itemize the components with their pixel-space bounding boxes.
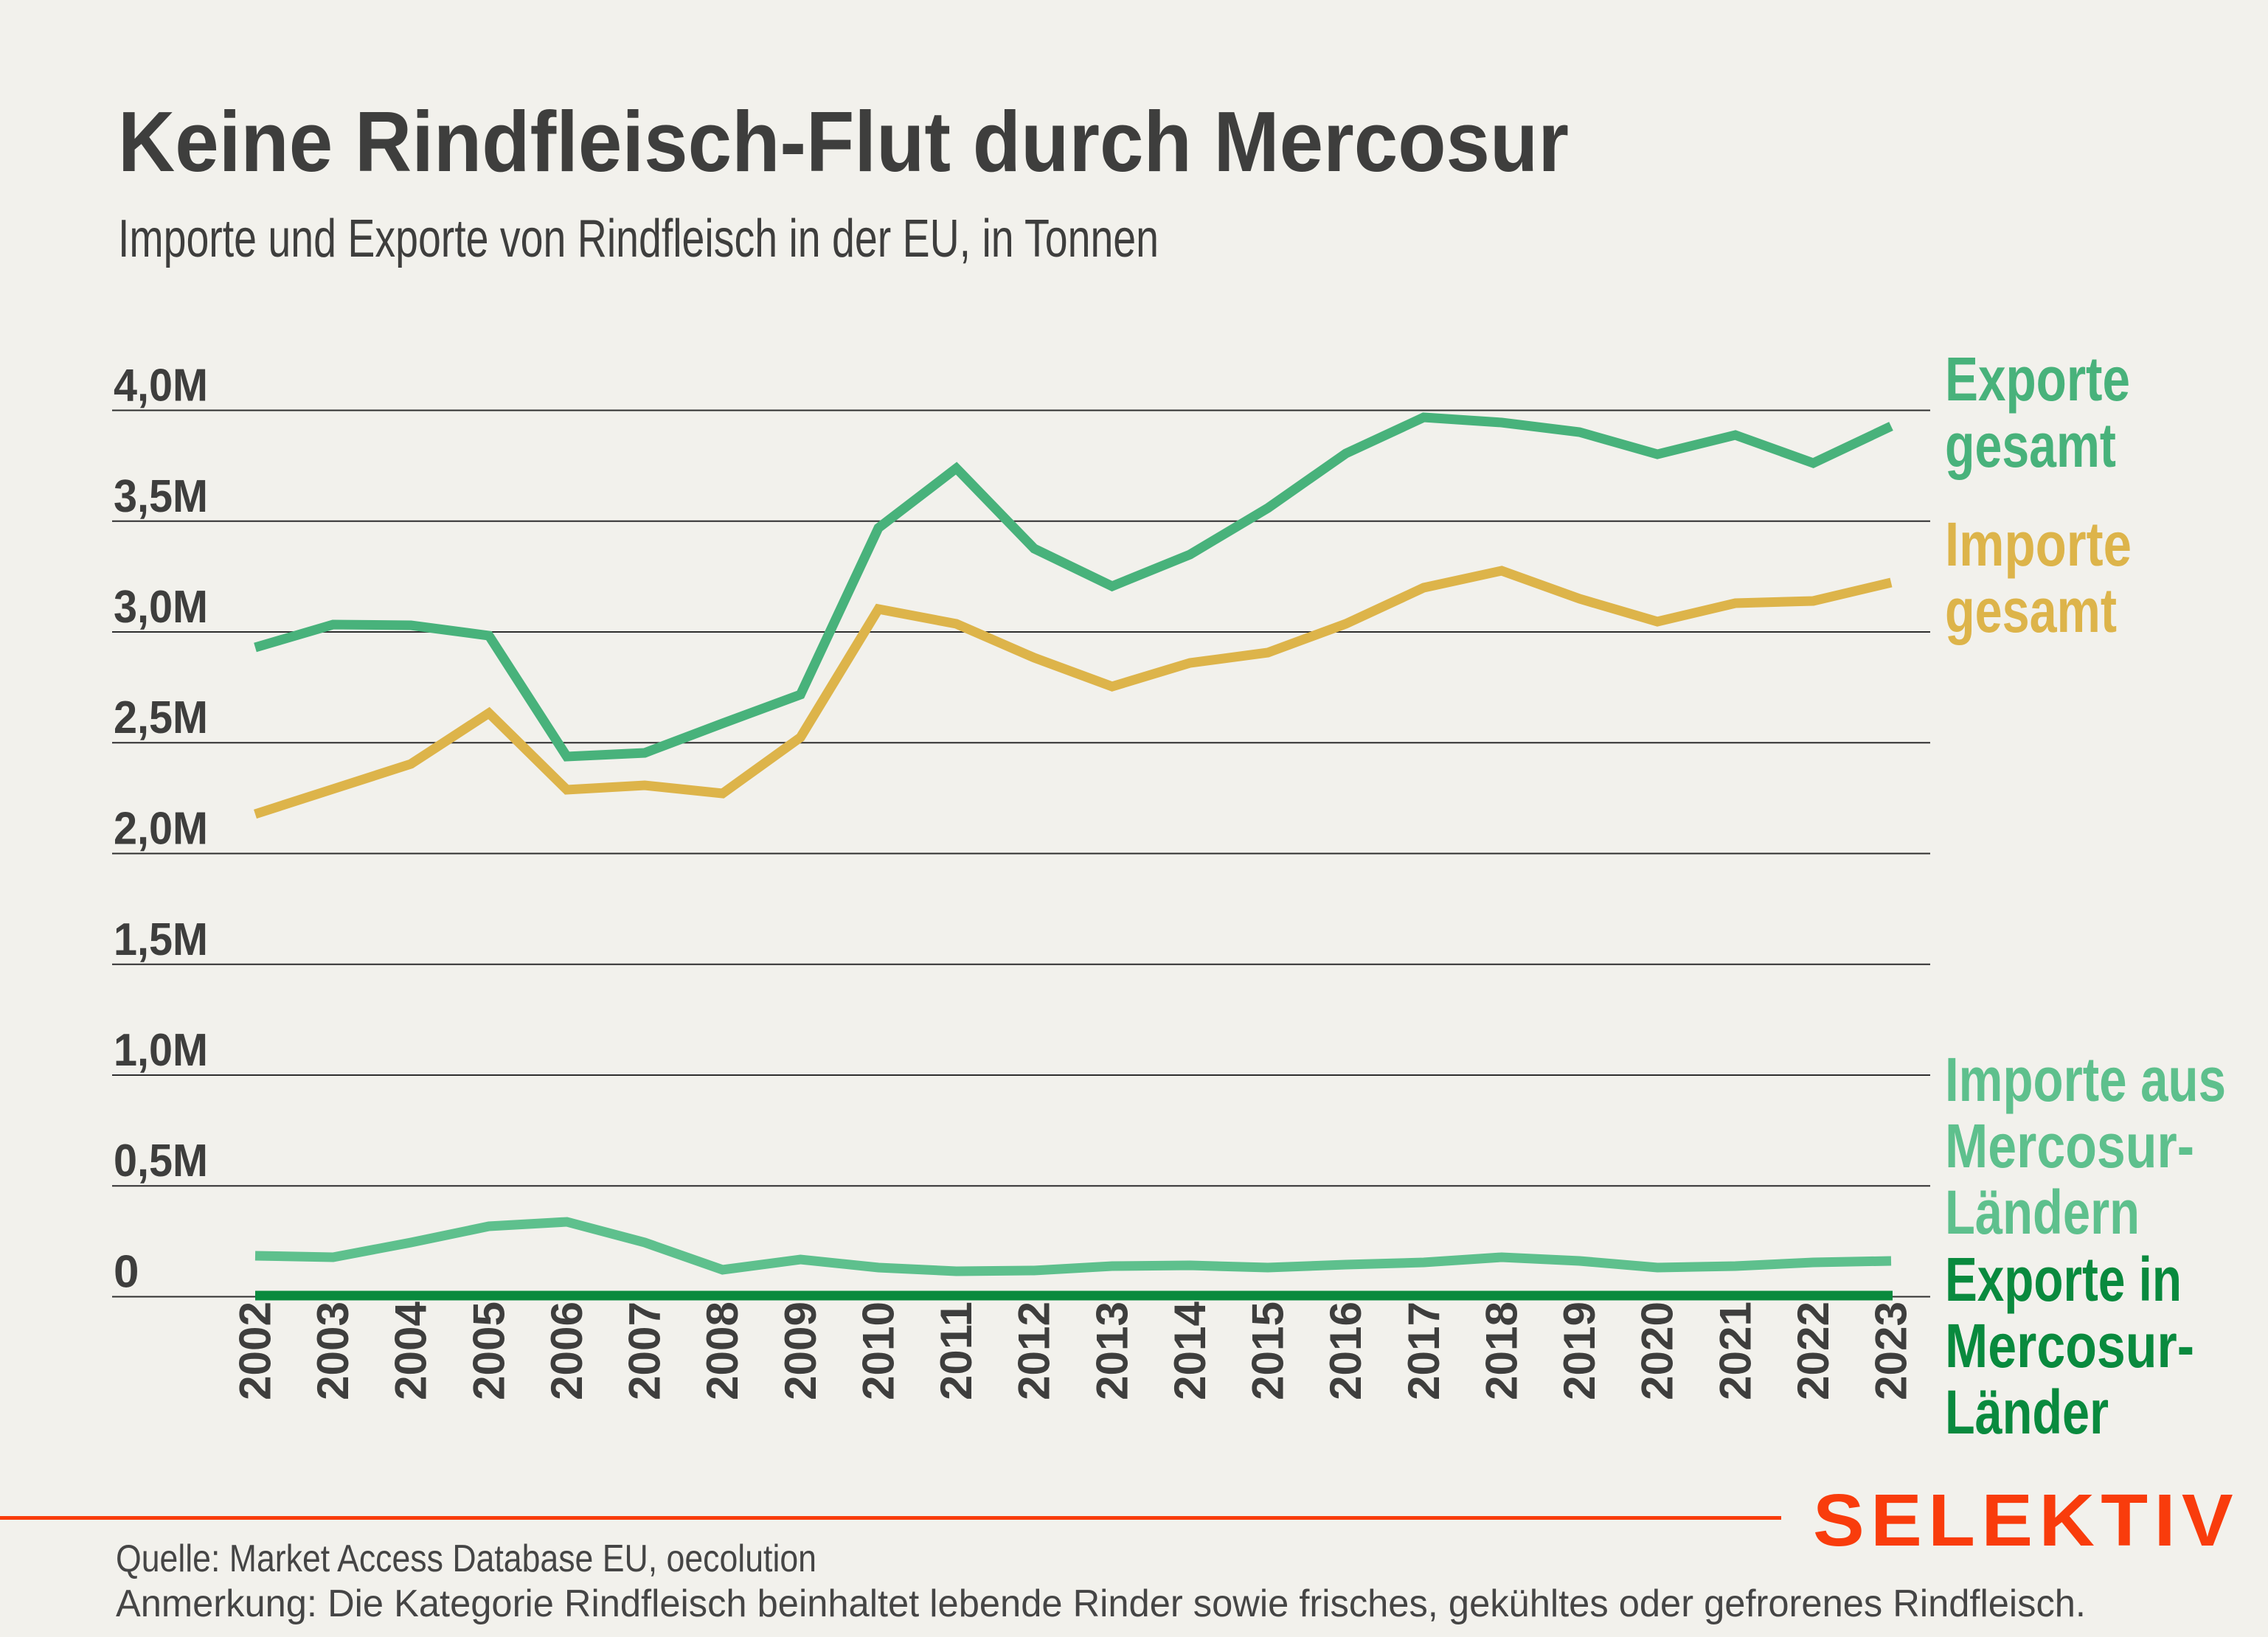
svg-text:2014: 2014 xyxy=(1165,1301,1215,1400)
svg-text:SELEKTIV: SELEKTIV xyxy=(1813,1479,2239,1562)
svg-text:gesamt: gesamt xyxy=(1945,576,2117,645)
svg-text:1,5M: 1,5M xyxy=(114,914,208,965)
svg-text:2013: 2013 xyxy=(1087,1301,1137,1400)
svg-text:Importe und Exporte von Rindfl: Importe und Exporte von Rindfleisch in d… xyxy=(118,209,1159,268)
svg-text:Exporte in: Exporte in xyxy=(1945,1245,2182,1314)
svg-text:Importe: Importe xyxy=(1945,510,2132,579)
svg-text:Länder: Länder xyxy=(1945,1377,2109,1447)
svg-text:2018: 2018 xyxy=(1477,1301,1526,1400)
svg-text:Quelle: Market Access Database: Quelle: Market Access Database EU, oecol… xyxy=(116,1537,816,1580)
svg-text:2002: 2002 xyxy=(231,1301,280,1400)
svg-text:Mercosur-: Mercosur- xyxy=(1945,1111,2194,1181)
svg-text:2023: 2023 xyxy=(1867,1301,1916,1400)
svg-text:1,0M: 1,0M xyxy=(114,1025,208,1076)
svg-text:Exporte: Exporte xyxy=(1945,344,2130,414)
svg-text:2017: 2017 xyxy=(1399,1301,1449,1400)
svg-text:2020: 2020 xyxy=(1633,1301,1682,1400)
svg-text:0,5M: 0,5M xyxy=(114,1136,208,1186)
svg-text:gesamt: gesamt xyxy=(1945,411,2116,480)
svg-text:2,0M: 2,0M xyxy=(114,804,208,855)
svg-text:Importe aus: Importe aus xyxy=(1945,1045,2226,1114)
svg-text:2004: 2004 xyxy=(386,1301,436,1400)
svg-text:2,5M: 2,5M xyxy=(114,692,208,743)
svg-text:2003: 2003 xyxy=(308,1301,358,1400)
svg-text:2006: 2006 xyxy=(542,1301,592,1400)
svg-text:2007: 2007 xyxy=(620,1301,670,1400)
svg-text:2009: 2009 xyxy=(776,1301,825,1400)
svg-text:2010: 2010 xyxy=(854,1301,904,1400)
svg-text:0: 0 xyxy=(114,1247,139,1298)
svg-text:4,0M: 4,0M xyxy=(114,361,208,411)
svg-text:3,0M: 3,0M xyxy=(114,582,208,633)
svg-text:3,5M: 3,5M xyxy=(114,471,208,522)
svg-text:2016: 2016 xyxy=(1321,1301,1370,1400)
svg-text:Ländern: Ländern xyxy=(1945,1178,2140,1247)
svg-text:2022: 2022 xyxy=(1789,1301,1838,1400)
svg-text:2015: 2015 xyxy=(1244,1301,1293,1400)
svg-text:Mercosur-: Mercosur- xyxy=(1945,1311,2194,1380)
svg-text:2019: 2019 xyxy=(1555,1301,1604,1400)
svg-text:2011: 2011 xyxy=(932,1301,981,1400)
svg-text:2012: 2012 xyxy=(1010,1301,1059,1400)
svg-text:2021: 2021 xyxy=(1710,1301,1760,1400)
svg-text:Keine Rindfleisch-Flut durch M: Keine Rindfleisch-Flut durch Mercosur xyxy=(118,94,1569,190)
svg-text:2008: 2008 xyxy=(698,1301,747,1400)
svg-text:2005: 2005 xyxy=(464,1301,513,1400)
svg-text:Anmerkung: Die Kategorie Rindf: Anmerkung: Die Kategorie Rindfleisch bei… xyxy=(116,1582,2086,1625)
